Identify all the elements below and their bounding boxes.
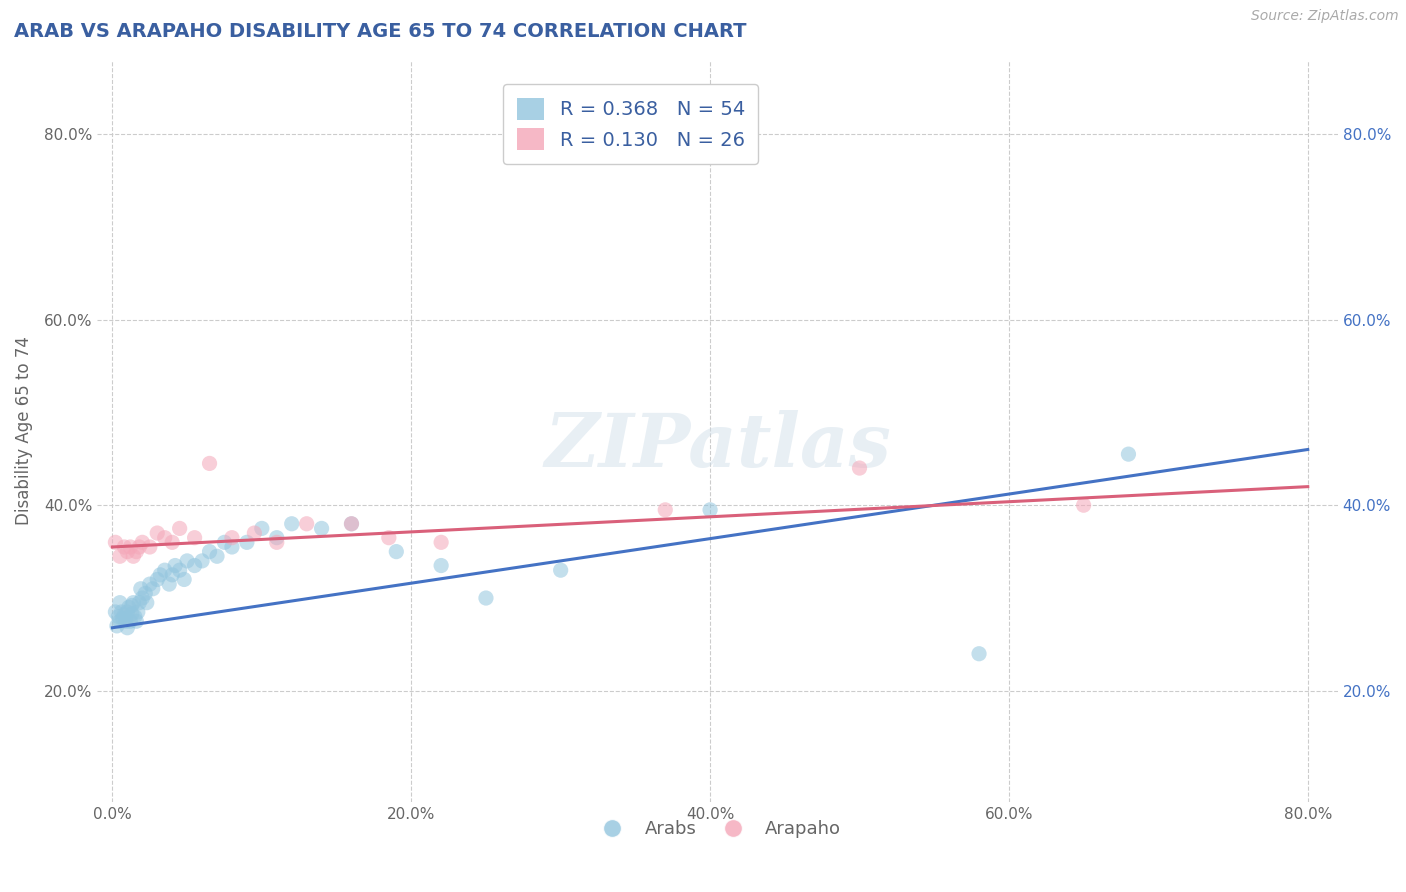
Point — [385, 544, 408, 558]
Point — [122, 549, 145, 564]
Point — [153, 531, 176, 545]
Point — [198, 544, 221, 558]
Point — [295, 516, 318, 531]
Point — [104, 535, 127, 549]
Point — [104, 605, 127, 619]
Point — [118, 600, 141, 615]
Point — [191, 554, 214, 568]
Legend: Arabs, Arapaho: Arabs, Arapaho — [586, 813, 848, 846]
Point — [149, 567, 172, 582]
Point — [153, 563, 176, 577]
Y-axis label: Disability Age 65 to 74: Disability Age 65 to 74 — [15, 336, 32, 525]
Point — [112, 607, 135, 622]
Point — [117, 605, 139, 619]
Point — [160, 567, 183, 582]
Point — [127, 605, 149, 619]
Point — [221, 540, 243, 554]
Text: Source: ZipAtlas.com: Source: ZipAtlas.com — [1251, 9, 1399, 23]
Point — [115, 614, 138, 628]
Point — [122, 596, 145, 610]
Point — [131, 591, 153, 605]
Point — [120, 614, 142, 628]
Point — [198, 457, 221, 471]
Point — [550, 563, 572, 577]
Point — [131, 535, 153, 549]
Point — [848, 461, 870, 475]
Point — [108, 614, 131, 628]
Point — [124, 609, 146, 624]
Point — [125, 544, 148, 558]
Point — [475, 591, 498, 605]
Point — [112, 540, 135, 554]
Point — [378, 531, 401, 545]
Point — [1118, 447, 1140, 461]
Point — [160, 535, 183, 549]
Point — [183, 531, 205, 545]
Point — [183, 558, 205, 573]
Point — [173, 573, 195, 587]
Point — [430, 558, 453, 573]
Point — [139, 540, 162, 554]
Point — [266, 531, 288, 545]
Point — [699, 503, 721, 517]
Point — [205, 549, 228, 564]
Point — [142, 582, 165, 596]
Point — [125, 614, 148, 628]
Point — [243, 526, 266, 541]
Point — [117, 544, 139, 558]
Point — [128, 596, 150, 610]
Point — [110, 605, 132, 619]
Point — [146, 526, 169, 541]
Point — [128, 540, 150, 554]
Point — [139, 577, 162, 591]
Point — [129, 582, 152, 596]
Point — [311, 521, 333, 535]
Point — [430, 535, 453, 549]
Point — [117, 621, 139, 635]
Point — [280, 516, 302, 531]
Text: ZIPatlas: ZIPatlas — [544, 409, 891, 482]
Point — [165, 558, 187, 573]
Point — [108, 596, 131, 610]
Text: ARAB VS ARAPAHO DISABILITY AGE 65 TO 74 CORRELATION CHART: ARAB VS ARAPAHO DISABILITY AGE 65 TO 74 … — [14, 22, 747, 41]
Point — [214, 535, 236, 549]
Point — [250, 521, 273, 535]
Point — [134, 586, 156, 600]
Point — [105, 619, 128, 633]
Point — [340, 516, 363, 531]
Point — [146, 573, 169, 587]
Point — [111, 611, 134, 625]
Point — [108, 549, 131, 564]
Point — [340, 516, 363, 531]
Point — [121, 599, 143, 613]
Point — [266, 535, 288, 549]
Point — [654, 503, 676, 517]
Point — [121, 607, 143, 621]
Point — [157, 577, 180, 591]
Point — [135, 596, 157, 610]
Point — [236, 535, 259, 549]
Point — [120, 540, 142, 554]
Point — [967, 647, 990, 661]
Point — [176, 554, 198, 568]
Point — [1073, 498, 1095, 512]
Point — [169, 521, 191, 535]
Point — [169, 563, 191, 577]
Point — [221, 531, 243, 545]
Point — [107, 609, 129, 624]
